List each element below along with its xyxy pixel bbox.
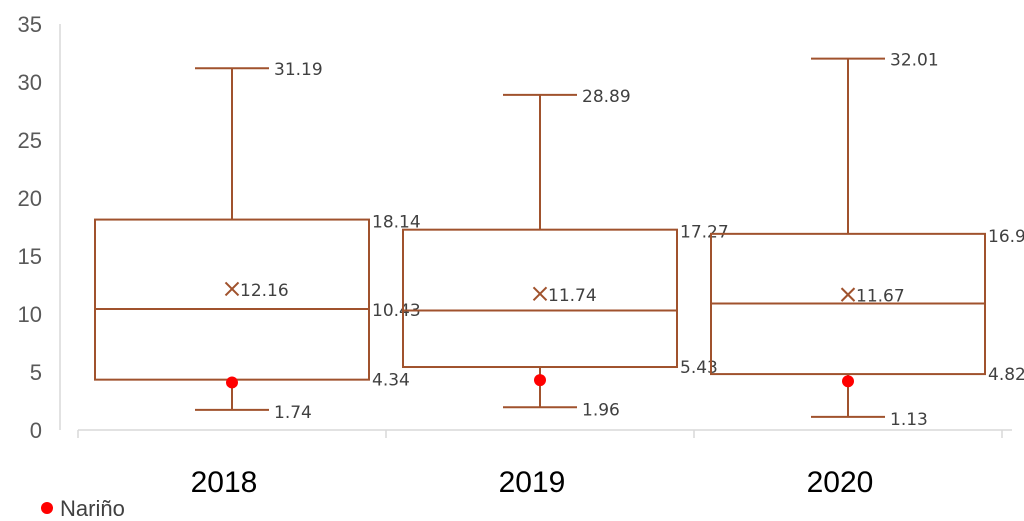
- y-tick-label: 35: [18, 12, 42, 37]
- q3-label: 17.27: [680, 223, 729, 243]
- y-tick-label: 0: [30, 418, 42, 443]
- legend-marker: [41, 502, 53, 514]
- median-label: 10.43: [372, 301, 421, 321]
- q1-label: 4.82: [988, 365, 1024, 385]
- mean-marker: [840, 287, 856, 302]
- x-axis-labels: 2018 2019 2020: [191, 466, 874, 499]
- mean-label: 11.74: [548, 286, 597, 306]
- y-tick-label: 5: [30, 360, 42, 385]
- max-label: 28.89: [582, 87, 631, 107]
- box-2019: 28.89 1.96 17.27 5.43 11.74: [402, 87, 729, 420]
- y-tick-label: 10: [18, 302, 42, 327]
- legend: Nariño: [41, 496, 125, 521]
- x-category-label: 2020: [807, 466, 874, 499]
- max-label: 31.19: [274, 60, 323, 80]
- mean-label: 11.67: [856, 287, 905, 307]
- iqr-box: [94, 218, 370, 381]
- iqr-box: [402, 228, 678, 369]
- narino-point: [842, 375, 854, 388]
- q3-label: 16.91: [988, 227, 1024, 247]
- y-tick-label: 15: [18, 244, 42, 269]
- y-axis-ticks: 0 5 10 15 20 25 30 35: [18, 12, 42, 443]
- box-2018: 31.19 1.74 18.14 4.34 10.43 12.16: [94, 60, 421, 423]
- q1-label: 5.43: [680, 358, 718, 378]
- narino-point: [226, 376, 238, 389]
- boxes: 31.19 1.74 18.14 4.34 10.43 12.16 28.89 1.96 17.…: [94, 51, 1024, 430]
- q3-label: 18.14: [372, 213, 421, 233]
- y-tick-label: 25: [18, 128, 42, 153]
- x-category-label: 2019: [499, 466, 566, 499]
- q1-label: 4.34: [372, 371, 410, 391]
- min-label: 1.74: [274, 403, 312, 423]
- min-label: 1.13: [890, 410, 928, 430]
- y-tick-label: 20: [18, 186, 42, 211]
- mean-marker: [532, 286, 548, 302]
- axes: [59, 24, 1012, 438]
- mean-label: 12.16: [240, 281, 289, 301]
- min-label: 1.96: [582, 400, 620, 420]
- mean-marker: [224, 281, 240, 297]
- narino-point: [534, 374, 546, 387]
- max-label: 32.01: [890, 51, 939, 71]
- y-tick-label: 30: [18, 70, 42, 95]
- x-category-label: 2018: [191, 466, 258, 499]
- box-2020: 32.01 1.13 16.91 4.82 11.67: [710, 51, 1024, 430]
- legend-entry-label: Nariño: [60, 496, 125, 521]
